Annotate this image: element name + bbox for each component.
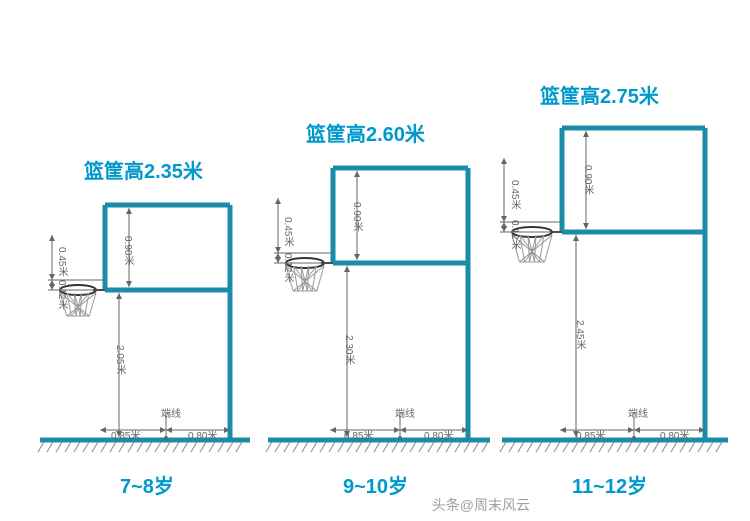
base-right-label: 0.80米 (424, 427, 453, 442)
diagram-canvas (0, 0, 750, 521)
base-right-label: 0.80米 (660, 427, 689, 442)
base-left-label: 0.85米 (576, 427, 605, 442)
hoop-top-dim: 0.45米 (280, 217, 295, 246)
endline-label: 端线 (161, 405, 181, 420)
hoop-side-dim: 0.12米 (507, 220, 522, 249)
age-label: 7~8岁 (120, 470, 174, 499)
pole-height-label: 2.05米 (112, 345, 127, 374)
age-label: 9~10岁 (343, 470, 408, 499)
base-left-label: 0.85米 (111, 427, 140, 442)
hoop-top-dim: 0.45米 (507, 180, 522, 209)
endline-label: 端线 (628, 405, 648, 420)
backboard-height-label: 0.90米 (580, 165, 595, 194)
pole-height-label: 2.30米 (341, 335, 356, 364)
backboard-height-label: 0.90米 (120, 236, 135, 265)
watermark: 头条@周末风云 (432, 495, 530, 515)
endline-label: 端线 (395, 405, 415, 420)
age-label: 11~12岁 (572, 470, 647, 499)
base-left-label: 0.85米 (344, 427, 373, 442)
base-right-label: 0.80米 (188, 427, 217, 442)
backboard-height-label: 0.90米 (349, 202, 364, 231)
hoop-top-dim: 0.45米 (54, 247, 69, 276)
pole-height-label: 2.45米 (572, 320, 587, 349)
hoop-side-dim: 0.12米 (54, 280, 69, 309)
diagram-svg (0, 0, 750, 521)
hoop-side-dim: 0.12米 (280, 253, 295, 282)
hoop-title: 篮筐高2.35米 (84, 155, 203, 184)
hoop-title: 篮筐高2.75米 (540, 80, 659, 109)
hoop-title: 篮筐高2.60米 (306, 118, 425, 147)
